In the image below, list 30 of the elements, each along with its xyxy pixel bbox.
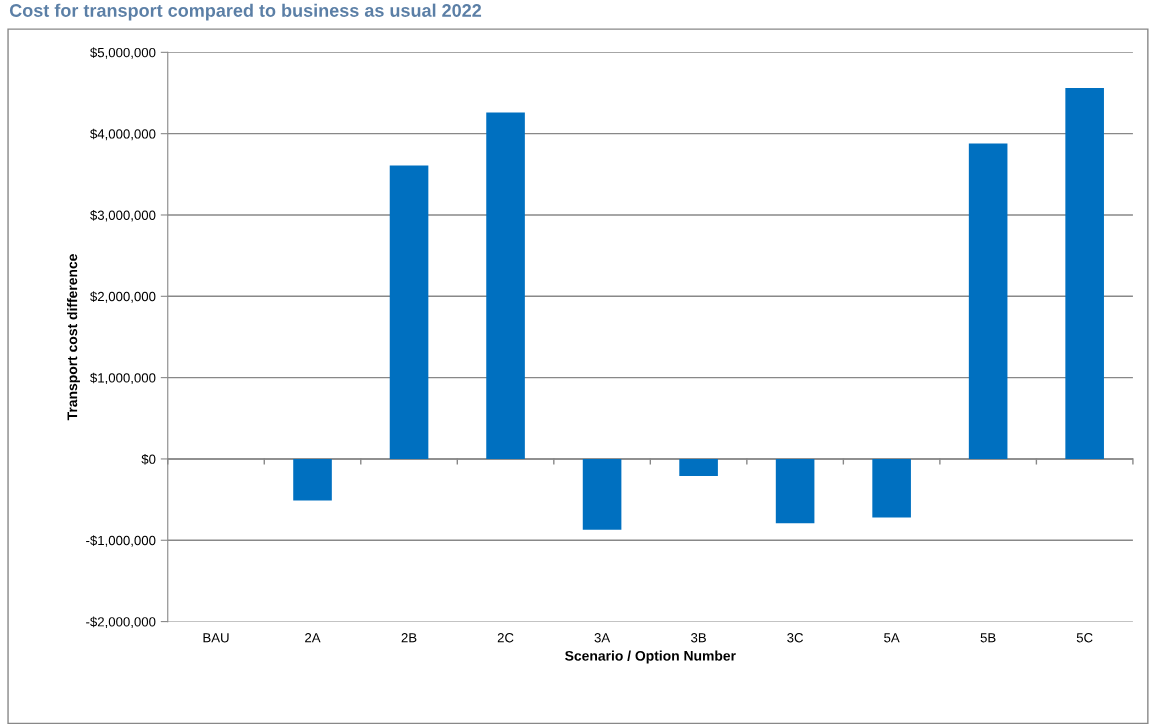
bar xyxy=(293,458,332,501)
x-tick-label: 2B xyxy=(401,633,417,643)
bar xyxy=(968,143,1008,459)
x-tick-label: 2C xyxy=(497,633,514,643)
bar xyxy=(486,112,525,459)
x-tick-label: 3C xyxy=(787,633,804,643)
y-tick-label: $1,000,000 xyxy=(90,372,156,385)
bar xyxy=(872,458,911,518)
x-tick-label: BAU xyxy=(203,633,229,643)
bar xyxy=(775,458,815,524)
y-tick-label: $4,000,000 xyxy=(90,128,156,141)
y-tick-label: $0 xyxy=(141,453,156,465)
y-tick-label: -$1,000,000 xyxy=(86,535,156,547)
x-tick-label: 5B xyxy=(980,633,996,643)
bar xyxy=(1065,88,1104,459)
bar xyxy=(389,165,429,459)
y-tick-label: $5,000,000 xyxy=(90,47,156,59)
x-tick-label: 5A xyxy=(884,633,900,643)
x-tick-label: 3A xyxy=(594,633,611,643)
x-tick-label: 2A xyxy=(305,633,321,643)
y-axis-title: Transport cost difference xyxy=(67,254,80,421)
y-tick-label: -$2,000,000 xyxy=(86,616,156,629)
y-tick-label: $2,000,000 xyxy=(90,291,156,303)
bar xyxy=(679,458,718,477)
x-axis-title: Scenario / Option Number xyxy=(565,650,736,664)
x-tick-label: 5C xyxy=(1076,633,1093,643)
x-tick-label: 3B xyxy=(691,633,706,643)
chart-title: Cost for transport compared to business as usual 2022 xyxy=(9,3,482,21)
y-tick-label: $3,000,000 xyxy=(90,210,156,222)
bar xyxy=(582,458,622,530)
